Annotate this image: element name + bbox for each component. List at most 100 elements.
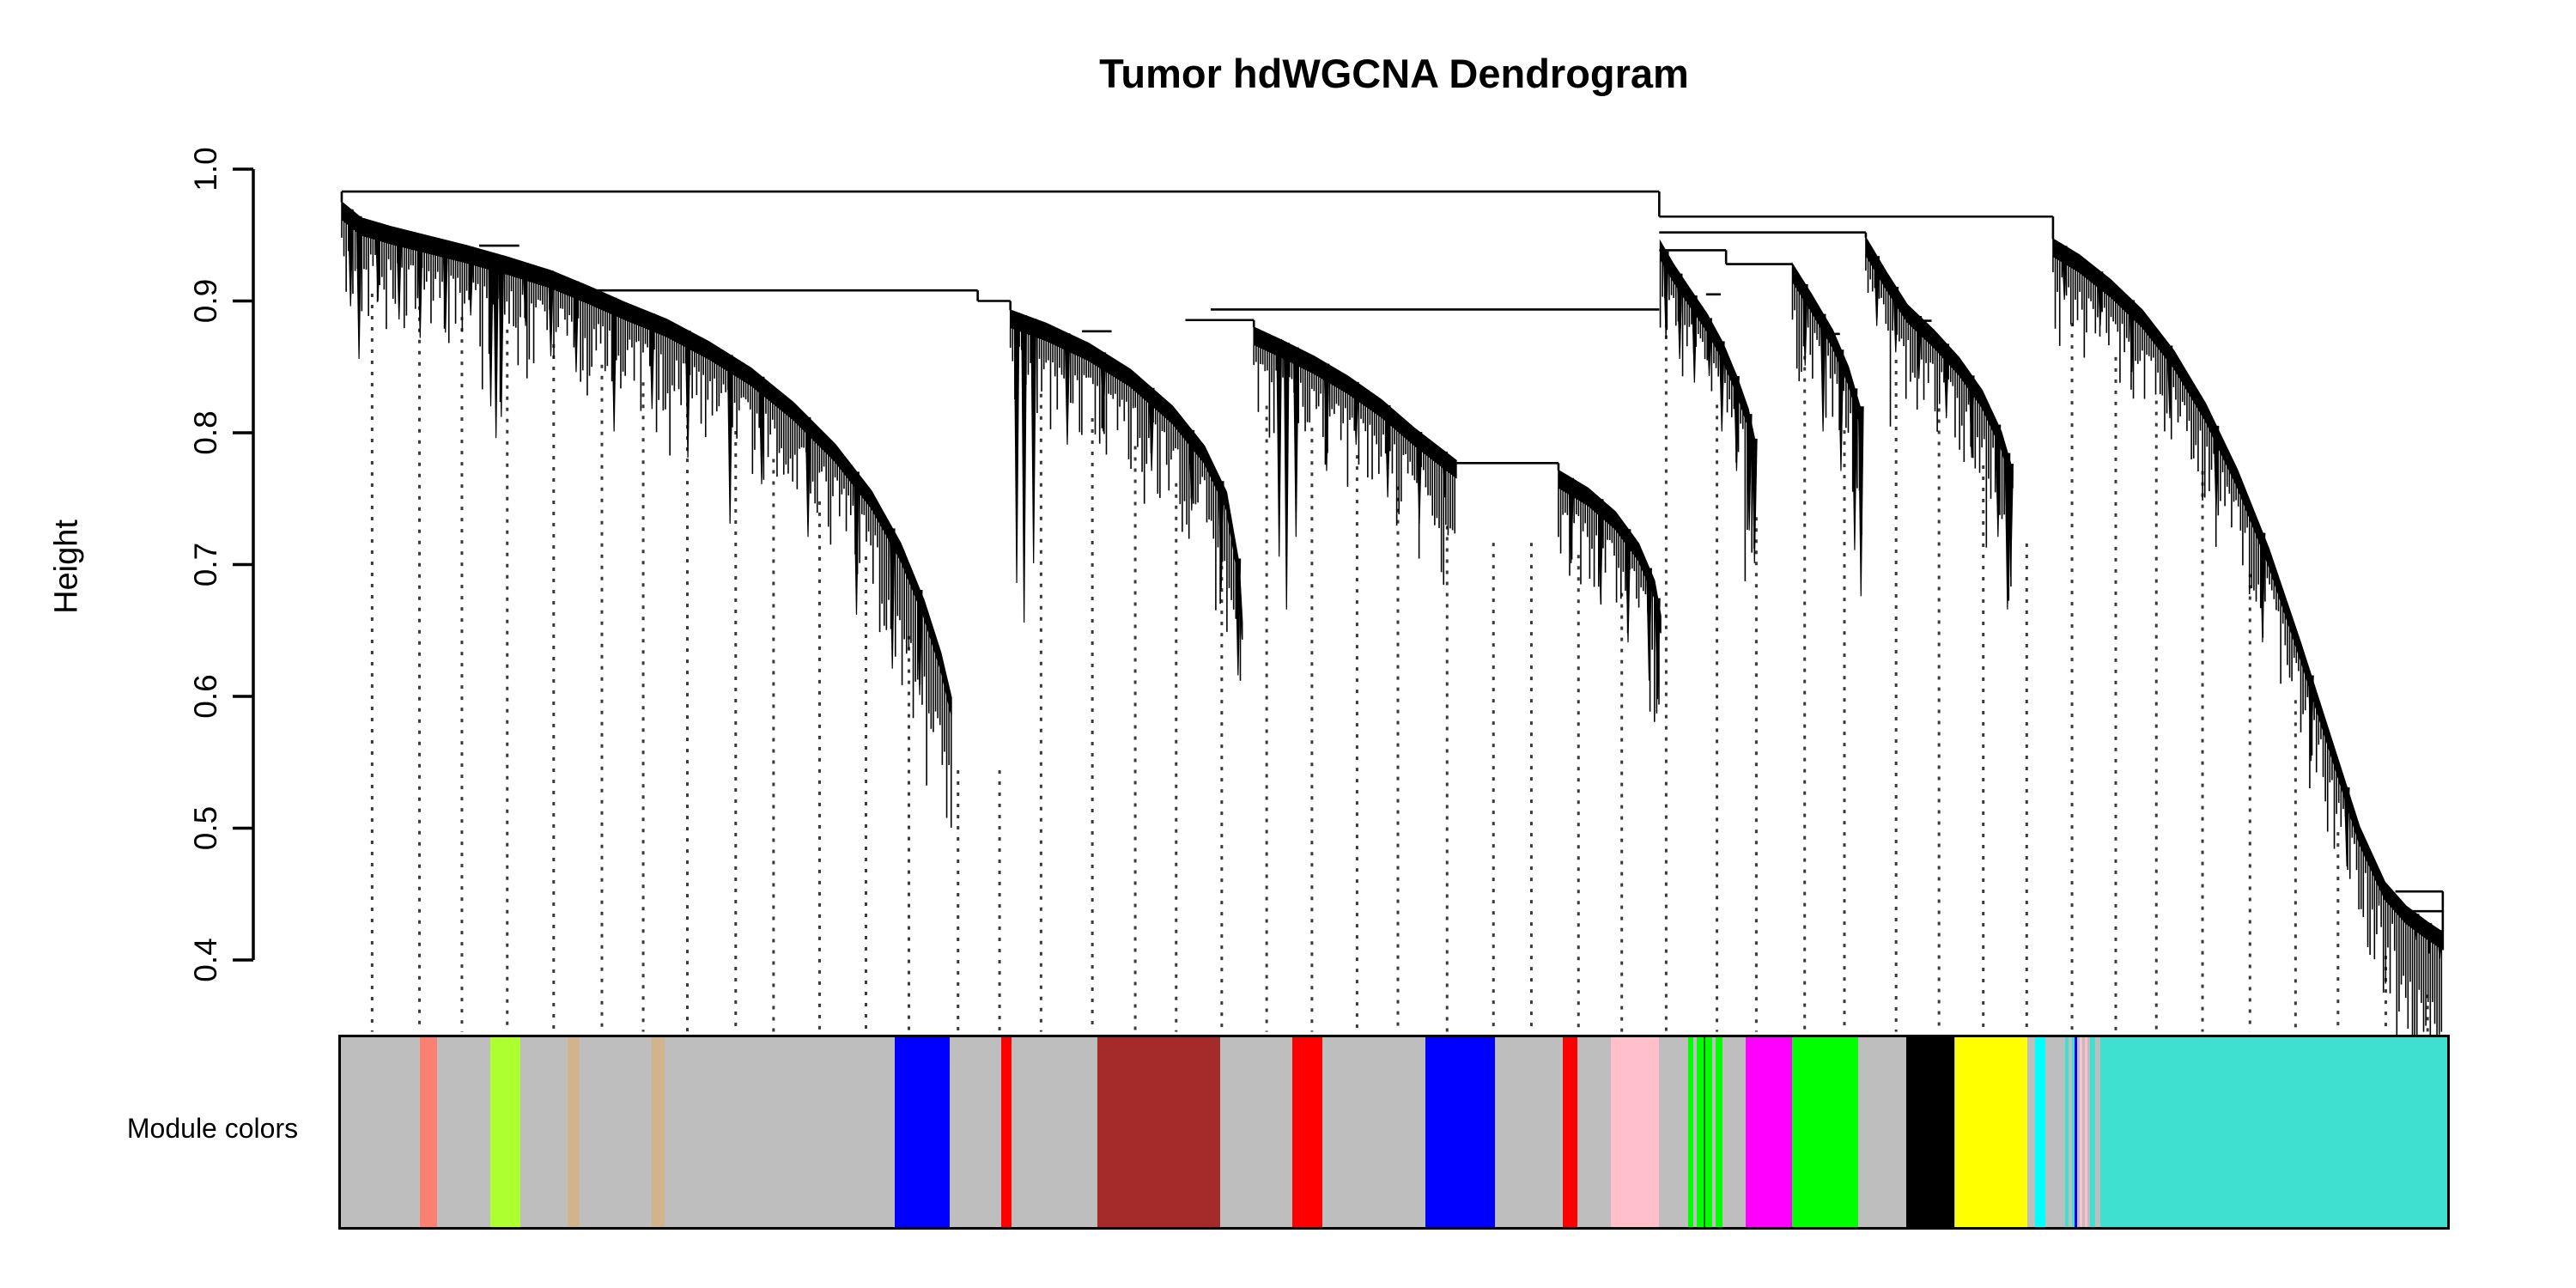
- module-color-segment-green: [1696, 1037, 1704, 1227]
- module-color-segment-greenyellow: [489, 1037, 520, 1227]
- module-color-segment-turquoise: [2090, 1037, 2096, 1227]
- module-color-segment-magenta: [1745, 1037, 1792, 1227]
- module-color-segment-pink: [2085, 1037, 2088, 1227]
- deep-spike: [1874, 256, 1880, 326]
- module-color-segment-grey: [1658, 1037, 1688, 1227]
- module-color-segment-grey: [1322, 1037, 1425, 1227]
- deep-spike: [1706, 318, 1712, 376]
- module-color-segment-red: [1562, 1037, 1577, 1227]
- module-color-segment-grey: [950, 1037, 1002, 1227]
- deep-spike: [1148, 387, 1155, 471]
- module-color-segment-salmon: [419, 1037, 437, 1227]
- module-color-segment-grey: [579, 1037, 652, 1227]
- deep-spike: [1416, 432, 1423, 524]
- deep-spike: [2061, 246, 2068, 300]
- module-color-segment-pink: [1610, 1037, 1659, 1227]
- module-color-segment-grey: [2082, 1037, 2086, 1227]
- deep-spike: [1442, 451, 1448, 498]
- module-color-segment-grey: [2069, 1037, 2073, 1227]
- module-color-segment-grey: [1577, 1037, 1611, 1227]
- deep-spike: [396, 228, 403, 319]
- deep-spike: [1646, 568, 1652, 681]
- deep-spike: [1746, 414, 1753, 531]
- module-color-segment-grey: [1692, 1037, 1697, 1227]
- module-color-segment-cyan: [2035, 1037, 2046, 1227]
- module-color-segment-green: [1704, 1037, 1712, 1227]
- deep-spike: [2413, 914, 2420, 940]
- module-color-segment-blue: [895, 1037, 951, 1227]
- deep-spike: [1235, 558, 1242, 676]
- deep-spike: [758, 376, 765, 484]
- deep-spike: [1283, 343, 1290, 610]
- deep-spike: [1857, 406, 1864, 597]
- module-color-segment-grey: [436, 1037, 490, 1227]
- deep-spike: [1013, 312, 1020, 583]
- deep-spike: [1893, 286, 1899, 353]
- deep-spike: [2426, 923, 2433, 954]
- deep-spike: [416, 234, 423, 338]
- module-color-bar: [338, 1035, 2450, 1230]
- deep-spike: [2343, 787, 2350, 867]
- deep-spike: [1352, 381, 1359, 445]
- deep-spike: [726, 355, 733, 524]
- module-color-segment-brown: [1097, 1037, 1221, 1227]
- deep-spike: [1851, 388, 1858, 550]
- deep-spike: [1838, 349, 1844, 471]
- deep-spike: [1691, 295, 1698, 383]
- deep-spike: [1943, 343, 1950, 419]
- deep-spike: [1654, 598, 1661, 700]
- deep-spike: [1064, 333, 1071, 445]
- module-color-segment-grey: [2095, 1037, 2101, 1227]
- deep-spike: [1100, 352, 1107, 432]
- fan-envelope-third-fan-lower: [1558, 469, 1662, 634]
- deep-spike: [684, 331, 691, 459]
- deep-spike: [1676, 273, 1683, 360]
- deep-spike: [1734, 375, 1740, 471]
- module-color-segment-red: [1001, 1037, 1012, 1227]
- deep-spike: [498, 255, 505, 417]
- deep-spike: [548, 270, 554, 356]
- fan-envelope-third-fan-upper: [1253, 326, 1457, 479]
- y-tick-label: 0.8: [188, 410, 223, 454]
- deep-spike: [1021, 315, 1028, 623]
- module-color-segment-grey: [519, 1037, 568, 1227]
- deep-spike: [916, 589, 923, 696]
- deep-spike: [1030, 319, 1037, 563]
- deep-spike: [2166, 345, 2173, 419]
- module-color-segment-grey: [1494, 1037, 1563, 1227]
- module-color-segment-grey: [664, 1037, 896, 1227]
- deep-spike: [2008, 464, 2014, 577]
- module-color-segment-green: [1715, 1037, 1722, 1227]
- deep-spike: [442, 240, 449, 333]
- module-color-segment-grey: [341, 1037, 420, 1227]
- y-tick-label: 0.4: [188, 938, 223, 981]
- module-color-segment-turquoise: [2100, 1037, 2447, 1227]
- deep-spike: [1968, 375, 1975, 459]
- module-color-segment-grey: [2045, 1037, 2066, 1227]
- module-color-segment-tan: [651, 1037, 665, 1227]
- deep-spike: [1995, 424, 2002, 538]
- module-color-segment-turquoise: [2065, 1037, 2069, 1227]
- module-color-segment-grey: [1012, 1037, 1098, 1227]
- deep-spike: [805, 416, 811, 538]
- y-tick-label: 0.6: [188, 674, 223, 718]
- deep-spike: [2308, 675, 2314, 762]
- module-color-segment-pink: [2079, 1037, 2083, 1227]
- module-color-segment-red: [1292, 1037, 1323, 1227]
- module-color-segment-grey: [1711, 1037, 1716, 1227]
- deep-spike: [1597, 499, 1604, 602]
- y-tick-label: 0.7: [188, 543, 223, 586]
- deep-spike: [573, 281, 580, 373]
- y-tick-label: 1.0: [188, 147, 223, 191]
- fan-envelope-waterfall-fan: [2052, 238, 2444, 951]
- deep-spike: [1276, 338, 1283, 557]
- y-axis: 1.0 0.9 0.8 0.7 0.6 0.5 0.4: [188, 147, 255, 982]
- y-tick-label: 0.9: [188, 279, 223, 323]
- dendrogram-tree: [340, 190, 2445, 1066]
- deep-spike: [355, 216, 362, 360]
- module-color-segment-darkgreen: [1703, 1037, 1705, 1227]
- deep-spike: [1188, 429, 1195, 511]
- deep-spike: [2436, 930, 2443, 959]
- module-colors-label: Module colors: [126, 1113, 299, 1144]
- deep-spike: [1323, 363, 1330, 471]
